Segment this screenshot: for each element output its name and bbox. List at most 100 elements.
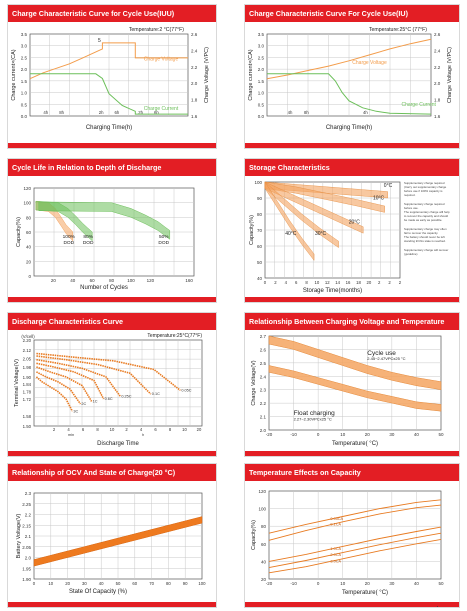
note-line: The battery should never be left: [404, 235, 445, 239]
x-tick-label: 40: [99, 581, 104, 586]
x-tick-label: 10: [340, 581, 346, 586]
x-tick-label: 4h: [363, 110, 368, 115]
panel-footer-bar: [245, 297, 459, 302]
x-tick-label: 90: [183, 581, 188, 586]
series-label: 100%: [63, 234, 76, 240]
band-ocv: [33, 516, 203, 567]
y-tick-label: 2.25: [22, 502, 31, 507]
panel-title: Discharge Characteristics Curve: [8, 313, 216, 330]
discharge-line: [36, 358, 122, 397]
series-label: 2C: [81, 402, 86, 406]
y-tick-label: 100: [258, 507, 266, 512]
x-tick-label: 160: [185, 278, 193, 283]
y-tick-label: 3.5: [21, 32, 28, 37]
x-tick-label: 8h: [59, 110, 64, 115]
y-tick-label: 2.5: [21, 55, 28, 60]
note-line: (guideline): [404, 252, 418, 256]
storage-band: [264, 181, 315, 261]
y-tick-label: 20: [261, 577, 267, 582]
series-label-charge-current: Charge Current: [401, 102, 436, 108]
y-tick-label: 2.4: [260, 374, 267, 379]
x-tick-label: 20: [65, 581, 70, 586]
y-tick-label: 1.8: [191, 98, 198, 103]
series-label: 2.0CA: [330, 553, 341, 557]
discharge-line: [36, 362, 105, 400]
y-axis-label: Terminal Voltage(V): [14, 359, 20, 407]
panel-title: Temperature Effects on Capacity: [245, 464, 459, 481]
y-tick-label: 2.0: [260, 428, 267, 433]
y-tick-label: 80: [257, 212, 263, 217]
y-axis-label: Charge current×(CA): [11, 49, 17, 100]
y-tick-label: 0: [28, 274, 31, 279]
x-tick-label: 20: [365, 432, 371, 437]
y-axis-label: Charge current×(CA): [248, 49, 254, 100]
y-tick-label: 1.90: [23, 375, 32, 380]
note-line: required.: [404, 193, 416, 197]
y-tick-label: 1.84: [23, 382, 32, 387]
y-tick-label: 1.0: [258, 91, 265, 96]
series-label: 0.05C: [181, 388, 191, 392]
y-tick-label: 2.0: [25, 556, 32, 561]
chart-charge-iu: 0.0 0.5 1.0 1.5 2.0 2.5 3.0 3.5 1.6 1.8 2.0 2.2 2.4 2…: [248, 27, 453, 131]
x-tick-label: 2: [388, 280, 391, 285]
capacity-line: [268, 532, 442, 569]
x-tick-label: 4: [140, 427, 143, 432]
x-tick-label: 20: [365, 581, 371, 586]
x-tick-label: 100: [198, 581, 206, 586]
panel-voltage-temperature: Relationship Between Charging Voltage an…: [244, 312, 460, 457]
y-tick-label: 60: [257, 244, 263, 249]
note-line: Supplementary charge required: [404, 181, 445, 185]
y-tick-label: 2.0: [191, 81, 198, 86]
y-tick-label: 2.15: [22, 523, 31, 528]
series-label: 0.25C: [121, 395, 131, 399]
x-axis-label: Number of Cycles: [80, 285, 128, 291]
y-tick-label: 2.6: [434, 32, 441, 37]
x-axis-label: Charging Time(h): [326, 125, 372, 131]
panel-footer-bar: [8, 297, 216, 302]
y-tick-label: 60: [26, 230, 32, 235]
y-tick-label: 2.1: [260, 415, 267, 420]
x-tick-label: 6: [154, 427, 157, 432]
y-tick-label: 2.5: [258, 55, 265, 60]
discharge-line: [36, 371, 82, 405]
y-tick-label: 1.5: [258, 79, 265, 84]
storage-band: [264, 181, 364, 234]
series-label-charge-voltage: Charge Voltage: [144, 56, 179, 62]
series-label: 30°C: [315, 231, 327, 237]
y-tick-label: 2.2: [25, 513, 32, 518]
y-tick-label: 2.2: [434, 65, 441, 70]
x-axis-label: Temperature( °C): [342, 590, 388, 596]
series-label: 0.1C: [152, 392, 160, 396]
series-label: 80%: [83, 234, 93, 240]
series-sublabel: 2.27~2.30VPCx25 °C: [294, 417, 332, 422]
note-line: The supplementary charge will help: [404, 210, 450, 214]
y-tick-label: 40: [261, 559, 267, 564]
series-label: Cycle use: [367, 350, 396, 357]
panel-footer-bar: [8, 451, 216, 456]
chart-voltage-temperature: 2.0 2.1 2.2 2.3 2.4 2.5 2.6 2.7 -20 -10 0 10 20 30 40 5…: [251, 334, 444, 447]
series-label: 50%: [159, 234, 169, 240]
series-label: 0.1CA: [330, 522, 341, 526]
y-axis-label: Charge Voltage (V/PC): [447, 47, 453, 103]
series-sublabel: 2.45~2.47VPCx25 °C: [367, 356, 405, 361]
panel-footer-bar: [8, 143, 216, 148]
y-tick-label: 120: [23, 186, 31, 191]
x-tick-label: 8: [305, 280, 308, 285]
series-label: DOD: [63, 240, 74, 246]
y-tick-label: 50: [257, 260, 263, 265]
note-line: (Carry out supplementary charge: [404, 185, 447, 189]
y-tick-label: 100: [254, 180, 262, 185]
note-line: fail to recover the capacity.: [404, 231, 438, 235]
x-tick-label: 20: [197, 427, 202, 432]
series-label: DOD: [83, 240, 94, 246]
panel-title: Cycle Life in Relation to Depth of Disch…: [8, 159, 216, 176]
x-tick-label: -20: [266, 432, 273, 437]
x-tick-label: 0: [317, 581, 320, 586]
y-tick-label: 1.8: [434, 98, 441, 103]
x-tick-label: 6: [295, 280, 298, 285]
series-label: DOD: [158, 240, 169, 246]
x-tick-label: 0: [33, 581, 36, 586]
chart-ocv-soc: 1.90 1.95 2.0 2.05 2.1 2.15 2.2 2.25 2.3 0 10 20 30 4…: [16, 491, 206, 595]
panel-title: Charge Characteristic Curve for Cycle Us…: [8, 5, 216, 22]
